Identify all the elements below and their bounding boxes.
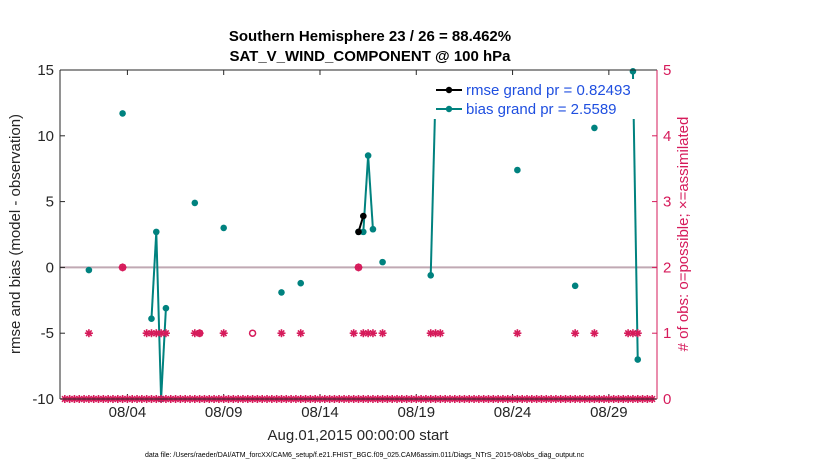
bias-point: [162, 304, 170, 312]
y-tick-label: 5: [46, 194, 54, 211]
legend-rmse-marker: [445, 86, 453, 94]
obs-assimilated-marker: [277, 329, 286, 338]
obs-assimilated-marker: [633, 329, 642, 338]
y-axis-label: rmse and bias (model - observation): [7, 114, 24, 354]
y-axis-right-label: # of obs: o=possible; ×=assimilated: [675, 117, 692, 352]
bias-point: [148, 315, 155, 323]
obs-assimilated-marker: [296, 329, 305, 338]
x-tick-label: 08/19: [398, 404, 436, 421]
y-right-tick-label: 0: [663, 391, 671, 408]
chart-subtitle: SAT_V_WIND_COMPONENT @ 100 hPa: [229, 48, 511, 65]
x-tick-label: 08/09: [205, 404, 243, 421]
footer-data-file: data file: /Users/raeder/DAI/ATM_forcXX/…: [145, 452, 585, 459]
y-tick-label: -5: [41, 325, 54, 342]
obs-assimilated-marker: [513, 329, 522, 338]
bias-point: [85, 266, 93, 274]
obs-assimilated-marker: [84, 329, 93, 338]
rmse-point: [355, 228, 362, 236]
y-right-tick-label: 1: [663, 325, 671, 342]
bias-point: [369, 225, 377, 233]
obs-assimilated-marker: [161, 329, 170, 338]
x-axis-label: Aug.01,2015 00:00:00 start: [268, 427, 450, 444]
bias-point: [191, 199, 199, 207]
obs-assimilated-marker: [436, 329, 445, 338]
obs-assimilated-marker: [219, 329, 228, 338]
obs-assimilated-marker: [118, 263, 127, 272]
x-tick-label: 08/24: [494, 404, 532, 421]
y-right-tick-label: 5: [663, 62, 671, 79]
y-tick-label: 10: [37, 128, 54, 145]
y-right-tick-label: 2: [663, 259, 671, 276]
legend-box: [426, 79, 648, 119]
obs-assimilated-marker: [354, 263, 363, 272]
y-tick-label: 0: [46, 259, 54, 276]
bias-point: [297, 279, 305, 287]
rmse-point: [360, 212, 367, 220]
bias-point: [427, 271, 435, 279]
legend-bias-label: bias grand pr = 2.5589: [466, 101, 617, 118]
chart-title: Southern Hemisphere 23 / 26 = 88.462%: [229, 28, 511, 45]
bias-point: [360, 228, 367, 236]
bias-segment: [160, 308, 167, 400]
bias-point: [278, 289, 285, 296]
bias-segment: [631, 71, 639, 360]
bias-point: [514, 166, 521, 174]
y-tick-label: -10: [32, 391, 54, 408]
obs-assimilated-marker: [571, 329, 580, 338]
bias-point: [364, 152, 372, 159]
x-tick-label: 08/14: [301, 404, 339, 421]
obs-assimilated-marker: [378, 329, 387, 338]
legend-bias-marker: [445, 105, 453, 113]
y-right-tick-label: 3: [663, 194, 671, 211]
bias-point: [591, 124, 598, 132]
y-tick-label: 15: [37, 62, 54, 79]
bias-point: [629, 68, 637, 75]
bias-point: [152, 228, 160, 236]
bias-segment: [150, 231, 158, 319]
bias-point: [379, 258, 386, 266]
legend-rmse-label: rmse grand pr = 0.82493: [466, 82, 631, 99]
bias-point: [571, 282, 579, 290]
obs-possible-marker: [248, 329, 257, 337]
obs-assimilated-marker: [368, 329, 377, 338]
bias-point: [220, 224, 227, 232]
bias-point: [119, 110, 126, 117]
bias-point: [634, 356, 642, 363]
obs-assimilated-marker: [195, 329, 204, 338]
obs-assimilated-marker: [590, 329, 599, 338]
x-tick-label: 08/04: [109, 404, 147, 421]
bias-segment: [367, 155, 374, 230]
x-tick-label: 08/29: [590, 404, 628, 421]
bias-segment: [155, 231, 163, 400]
bias-segment: [429, 92, 437, 276]
y-right-tick-label: 4: [663, 128, 671, 145]
obs-assimilated-marker: [349, 329, 358, 338]
